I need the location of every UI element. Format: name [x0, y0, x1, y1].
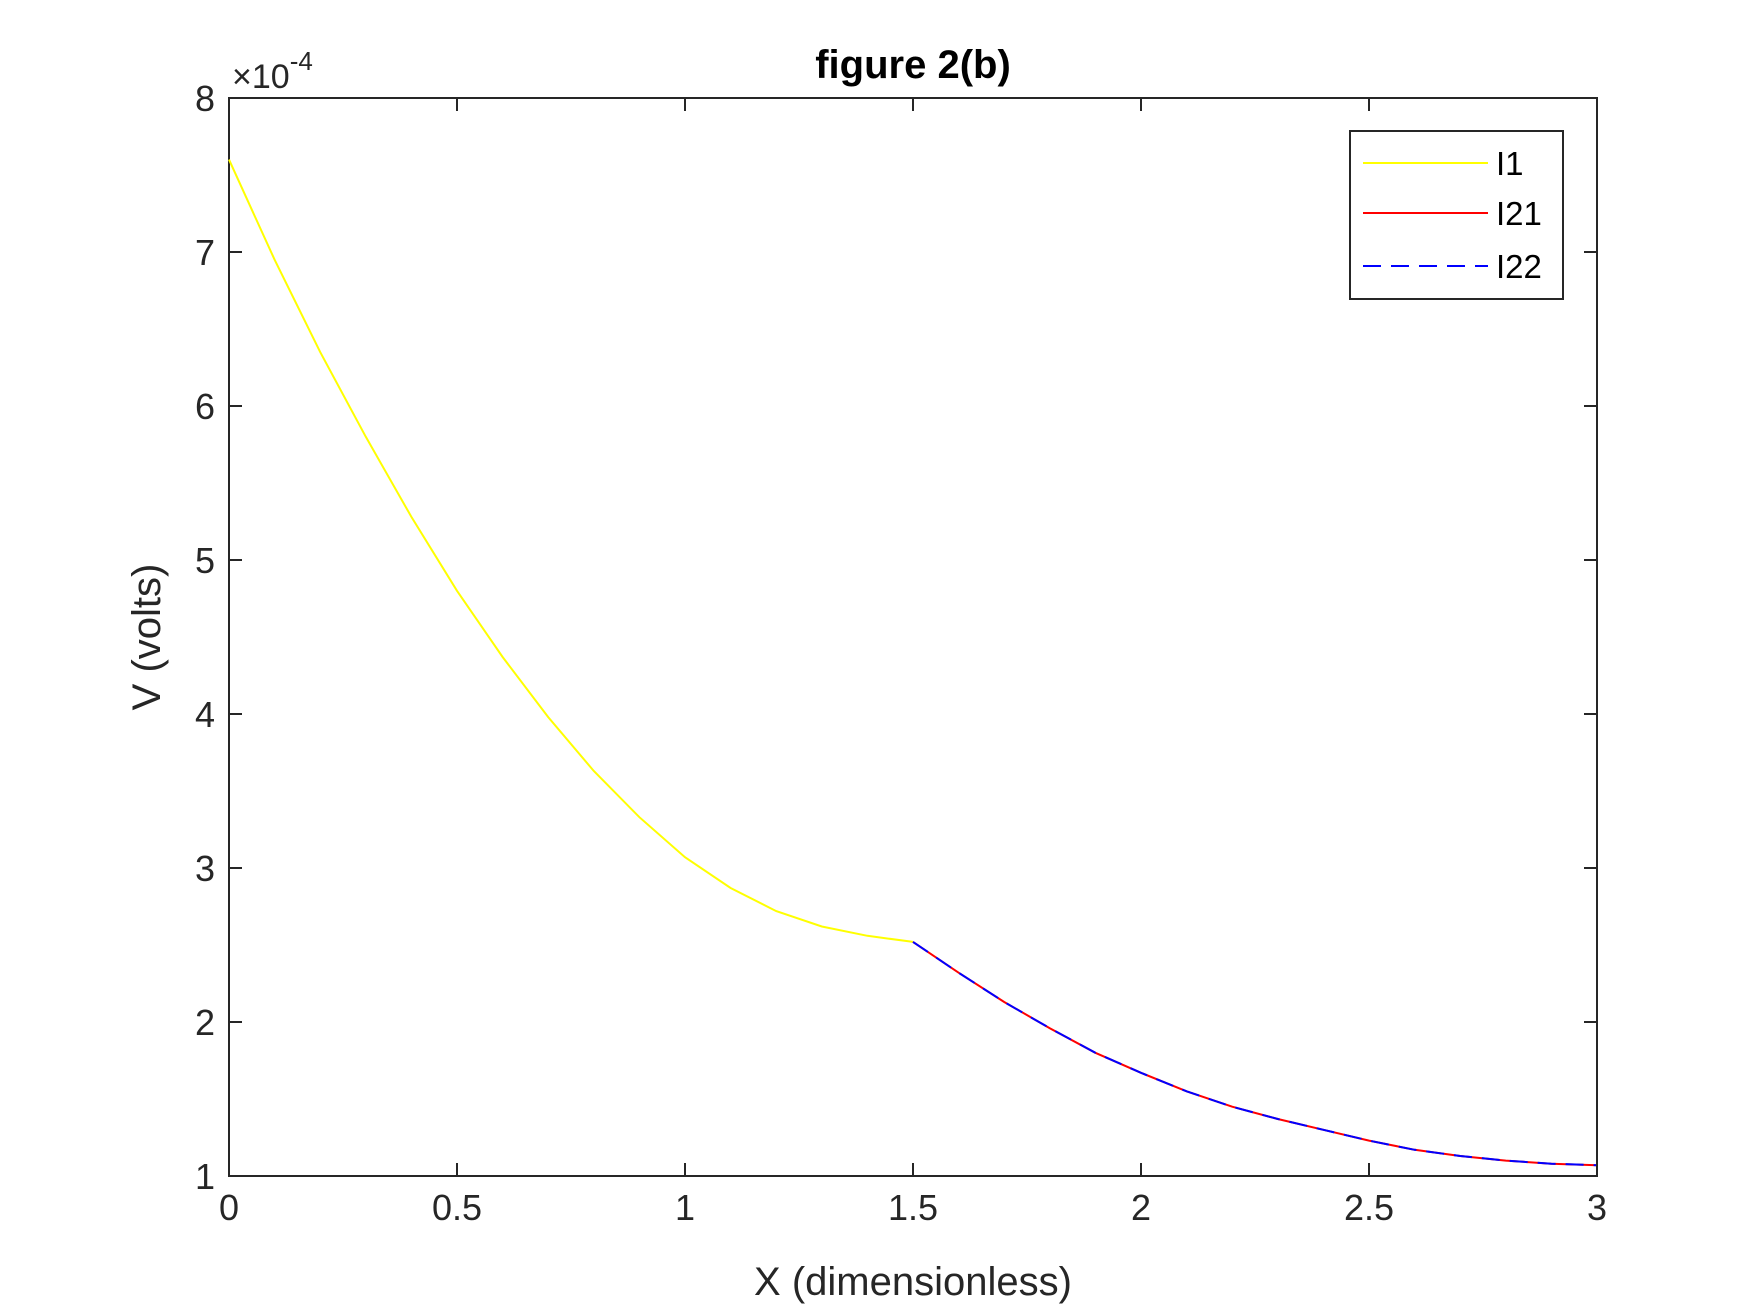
- y-exponent-base: ×10: [232, 58, 290, 96]
- x-tick-label: 2.5: [1344, 1187, 1394, 1228]
- y-tick-label: 1: [195, 1156, 215, 1197]
- x-axis-label: X (dimensionless): [754, 1260, 1072, 1304]
- legend-label-i22: I22: [1496, 248, 1542, 285]
- x-tick-label: 0.5: [432, 1187, 482, 1228]
- x-tick-label: 1.5: [888, 1187, 938, 1228]
- y-exponent-power: -4: [290, 46, 313, 76]
- chart-title: figure 2(b): [815, 43, 1011, 87]
- tick-labels-layer: 0 0.5 1 1.5 2 2.5 3 1 2 3 4 5 6 7 8: [195, 78, 1607, 1228]
- y-tick-label: 6: [195, 386, 215, 427]
- y-tick-label: 5: [195, 540, 215, 581]
- y-axis-label: V (volts): [125, 564, 169, 711]
- y-tick-label: 2: [195, 1002, 215, 1043]
- y-exponent-label: ×10-4: [232, 46, 313, 96]
- legend-label-i1: I1: [1496, 145, 1524, 182]
- series-line-i1: [228, 159, 914, 943]
- x-tick-label: 3: [1587, 1187, 1607, 1228]
- legend-label-i21: I21: [1496, 195, 1542, 232]
- series-layer: [228, 159, 1598, 1167]
- ticks-layer: [228, 97, 1598, 1177]
- legend-box: [1349, 130, 1564, 300]
- legend: I1 I21 I22: [1349, 130, 1564, 300]
- y-tick-label: 4: [195, 694, 215, 735]
- y-tick-label: 3: [195, 848, 215, 889]
- x-tick-label: 1: [675, 1187, 695, 1228]
- y-tick-label: 7: [195, 232, 215, 273]
- x-tick-label: 0: [219, 1187, 239, 1228]
- y-tick-label: 8: [195, 78, 215, 119]
- series-line-i22: [912, 941, 1598, 1167]
- x-tick-label: 2: [1131, 1187, 1151, 1228]
